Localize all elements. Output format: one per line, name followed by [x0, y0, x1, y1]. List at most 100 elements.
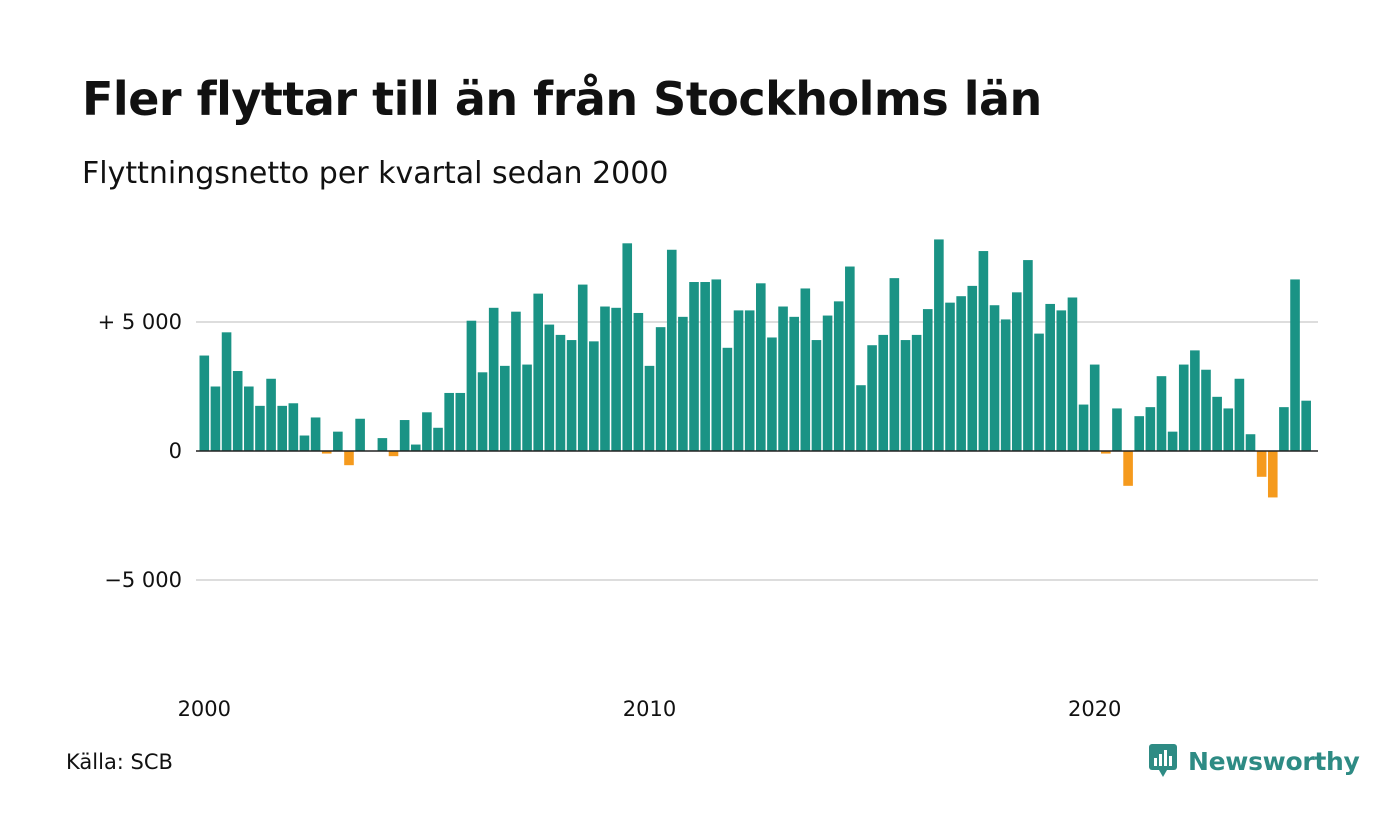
bar [1178, 364, 1189, 451]
x-tick-label: 2010 [623, 697, 676, 721]
bar [589, 341, 599, 451]
chart-subtitle: Flyttningsnetto per kvartal sedan 2000 [82, 156, 669, 191]
bar [722, 347, 733, 451]
bar [622, 243, 633, 451]
bar [466, 320, 477, 451]
bar [1089, 364, 1100, 451]
bar [889, 278, 900, 451]
bar [922, 309, 933, 451]
bar [1000, 319, 1011, 451]
bar [1156, 376, 1167, 451]
bar [1067, 297, 1078, 451]
bar [399, 420, 410, 451]
source-note: Källa: SCB [66, 750, 173, 774]
bar [221, 332, 232, 451]
bar [789, 316, 799, 451]
bar [333, 431, 343, 451]
bar-chart: + 5 000 0 −5 000 2000 2010 2020 [98, 239, 1318, 721]
bar [945, 302, 955, 451]
bar [199, 355, 210, 451]
bar [344, 451, 354, 466]
bar [867, 345, 877, 451]
bar [633, 312, 644, 451]
bar [956, 296, 966, 451]
bar [355, 418, 365, 451]
bar [477, 372, 488, 451]
bar [1011, 292, 1022, 451]
bar [1256, 451, 1267, 477]
bar [444, 392, 454, 451]
bar [1279, 407, 1289, 451]
bar [210, 386, 221, 451]
bar [1123, 451, 1133, 486]
bar [644, 365, 655, 451]
bar [433, 427, 443, 451]
bar [244, 386, 254, 451]
bar [533, 293, 543, 451]
bar [577, 284, 588, 451]
bar [878, 334, 889, 451]
brand-name: Newsworthy [1188, 746, 1360, 776]
bar [666, 249, 677, 451]
bar [522, 364, 532, 451]
bars [199, 239, 1311, 498]
bar [277, 405, 288, 451]
bar [511, 311, 521, 451]
bar [967, 285, 978, 451]
bar [255, 405, 265, 451]
bar [488, 307, 499, 451]
x-tick-label: 2020 [1068, 697, 1121, 721]
bar [377, 438, 388, 451]
bar [900, 340, 911, 451]
bar [600, 306, 610, 451]
bar [700, 282, 710, 451]
y-tick-label: 0 [169, 439, 182, 463]
bar [934, 239, 944, 451]
bar [266, 378, 276, 451]
bar [1290, 279, 1300, 451]
bar [321, 451, 332, 454]
bar [711, 279, 722, 451]
bar [1134, 416, 1145, 451]
bar [845, 266, 855, 451]
bar [388, 451, 399, 457]
bar [1212, 396, 1222, 451]
bar [1190, 350, 1200, 451]
bar [455, 392, 466, 451]
bar [744, 310, 755, 451]
bar [410, 444, 421, 451]
bar [767, 337, 777, 451]
bar [989, 305, 1000, 451]
bar [1112, 408, 1122, 451]
bar [655, 327, 666, 451]
bar [856, 385, 866, 451]
bar [733, 310, 744, 451]
bar [232, 371, 243, 451]
bar [1056, 310, 1067, 451]
bar [1034, 333, 1044, 451]
bar [1245, 434, 1256, 451]
bar [1145, 407, 1156, 451]
bar [678, 316, 688, 451]
newsworthy-logo-icon [1149, 744, 1177, 777]
bar [566, 340, 577, 451]
bar [1078, 404, 1089, 451]
bar [422, 412, 432, 451]
bar [1301, 400, 1311, 451]
axes: + 5 000 0 −5 000 2000 2010 2020 [98, 310, 1318, 721]
bar [299, 435, 310, 451]
bar [1234, 378, 1245, 451]
bar [778, 306, 788, 451]
bar [1223, 408, 1234, 451]
brand-logo[interactable]: Newsworthy [1148, 742, 1360, 780]
bar [811, 340, 822, 451]
x-tick-label: 2000 [178, 697, 231, 721]
bar [756, 283, 766, 451]
bar [288, 403, 299, 451]
bar [911, 334, 922, 451]
bar [544, 324, 555, 451]
bar [1045, 303, 1055, 451]
y-tick-label: + 5 000 [98, 310, 182, 334]
bar [1267, 451, 1278, 498]
bar [689, 282, 699, 451]
